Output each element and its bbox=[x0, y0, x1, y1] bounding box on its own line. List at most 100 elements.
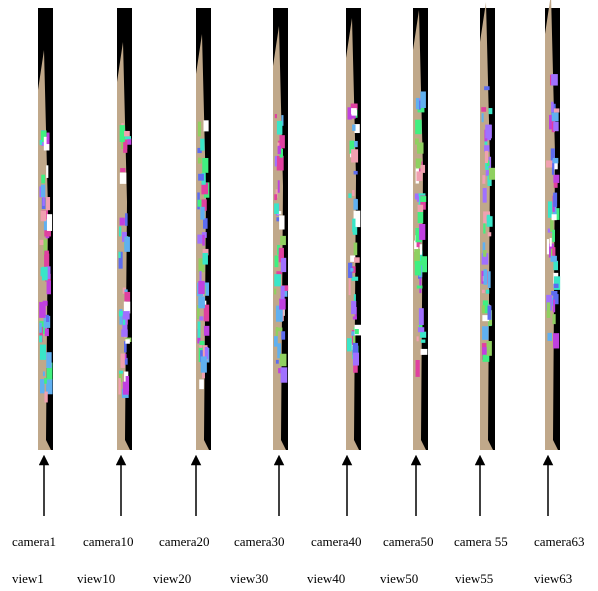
strip-pixels bbox=[481, 289, 485, 294]
view-strip bbox=[38, 8, 53, 450]
camera-label: camera40 bbox=[311, 534, 362, 549]
strip-pixels bbox=[553, 333, 560, 349]
view-label: view20 bbox=[153, 571, 191, 586]
camera-label: camera1 bbox=[12, 534, 56, 549]
strip-pixels bbox=[420, 331, 427, 338]
strip-pixels bbox=[122, 287, 126, 294]
strip-pixels bbox=[46, 280, 51, 295]
strip-pixels bbox=[281, 285, 289, 291]
strip-pixels bbox=[274, 203, 279, 214]
strip-pixels bbox=[550, 148, 555, 164]
strip-pixels bbox=[553, 192, 558, 207]
strip-pixels bbox=[118, 226, 122, 237]
strip-pixels bbox=[197, 147, 202, 154]
strip-pixels bbox=[483, 250, 487, 257]
strip-pixels bbox=[274, 156, 277, 167]
strip-pixels bbox=[200, 350, 204, 363]
strip-pixels bbox=[125, 213, 128, 226]
strip-pixels bbox=[203, 218, 208, 229]
strip-pixels bbox=[349, 140, 355, 154]
strip-pixels bbox=[120, 353, 125, 368]
strip-pixels bbox=[118, 251, 123, 269]
strip-pixels bbox=[553, 294, 559, 305]
strip-pixels bbox=[39, 379, 45, 394]
strip-pixels bbox=[482, 347, 487, 355]
strip-pixels bbox=[487, 124, 491, 141]
strip-pixels bbox=[416, 196, 420, 202]
strip-pixels bbox=[420, 256, 428, 273]
strip-pixels bbox=[348, 278, 351, 296]
strip-pixels bbox=[44, 391, 48, 403]
view-label: view40 bbox=[307, 571, 345, 586]
strip-pixels bbox=[124, 130, 130, 137]
strip-pixels bbox=[201, 367, 205, 379]
strip-pixels bbox=[43, 239, 48, 255]
strip-pixels bbox=[274, 194, 278, 201]
view-label: view1 bbox=[12, 571, 44, 586]
strip-pixels bbox=[197, 199, 202, 207]
strip-pixels bbox=[277, 211, 282, 215]
strip-pixels bbox=[486, 341, 492, 356]
strip-pixels bbox=[197, 234, 203, 244]
strip-pixels bbox=[481, 305, 485, 314]
strip-pixels bbox=[420, 348, 428, 355]
strip-pixels bbox=[546, 239, 550, 255]
strip-pixels bbox=[419, 244, 423, 255]
camera-label: camera20 bbox=[159, 534, 210, 549]
strip-pixels bbox=[44, 328, 49, 337]
strip-pixels bbox=[46, 378, 53, 395]
strip-pixels bbox=[553, 182, 558, 188]
strip-pixels bbox=[274, 288, 277, 295]
strip-pixels bbox=[354, 124, 360, 134]
strip-pixels bbox=[351, 276, 359, 281]
camera-label: camera 55 bbox=[454, 534, 508, 549]
strip-pixels bbox=[354, 328, 359, 335]
strip-pixels bbox=[279, 215, 285, 230]
strip-pixels bbox=[197, 121, 202, 137]
strip-pixels bbox=[46, 266, 51, 279]
strip-pixels bbox=[351, 149, 359, 163]
strip-pixels bbox=[418, 100, 421, 110]
strip-pixels bbox=[482, 175, 486, 184]
view-label: view10 bbox=[77, 571, 115, 586]
strip-pixels bbox=[553, 108, 560, 113]
strip-pixels bbox=[350, 255, 356, 262]
strip-pixels bbox=[274, 274, 281, 287]
strip-pixels bbox=[551, 74, 558, 86]
strip-pixels bbox=[46, 197, 51, 211]
strip-body bbox=[117, 42, 130, 450]
strip-pixels bbox=[46, 132, 50, 145]
strip-pixels bbox=[420, 164, 426, 173]
strip-pixels bbox=[124, 291, 131, 302]
strip-pixels bbox=[552, 159, 558, 170]
camera-label: camera10 bbox=[83, 534, 134, 549]
strip-pixels bbox=[546, 160, 553, 168]
strip-pixels bbox=[202, 157, 209, 173]
camera-label: camera30 bbox=[234, 534, 285, 549]
strip-pixels bbox=[204, 346, 209, 360]
strip-pixels bbox=[352, 342, 359, 355]
camera-label: camera63 bbox=[534, 534, 585, 549]
strip-pixels bbox=[201, 182, 209, 195]
strip-pixels bbox=[352, 352, 360, 366]
strip-pixels bbox=[484, 145, 490, 152]
strip-pixels bbox=[39, 239, 47, 245]
strip-pixels bbox=[550, 255, 557, 262]
strip-pixels bbox=[119, 125, 125, 143]
strip-pixels bbox=[39, 301, 46, 318]
strip-pixels bbox=[547, 201, 553, 218]
strip-pixels bbox=[39, 322, 42, 333]
strip-pixels bbox=[41, 266, 48, 281]
strip-pixels bbox=[277, 142, 280, 148]
strip-pixels bbox=[122, 311, 130, 320]
strip-pixels bbox=[482, 187, 487, 203]
strip-pixels bbox=[275, 359, 279, 364]
strip-pixels bbox=[347, 107, 352, 120]
strip-pixels bbox=[279, 353, 287, 367]
strip-pixels bbox=[553, 283, 559, 289]
strip-pixels bbox=[415, 138, 419, 145]
strip-pixels bbox=[198, 258, 205, 273]
view-strip bbox=[273, 8, 289, 450]
strip-pixels bbox=[46, 352, 52, 368]
strip-pixels bbox=[348, 193, 352, 199]
